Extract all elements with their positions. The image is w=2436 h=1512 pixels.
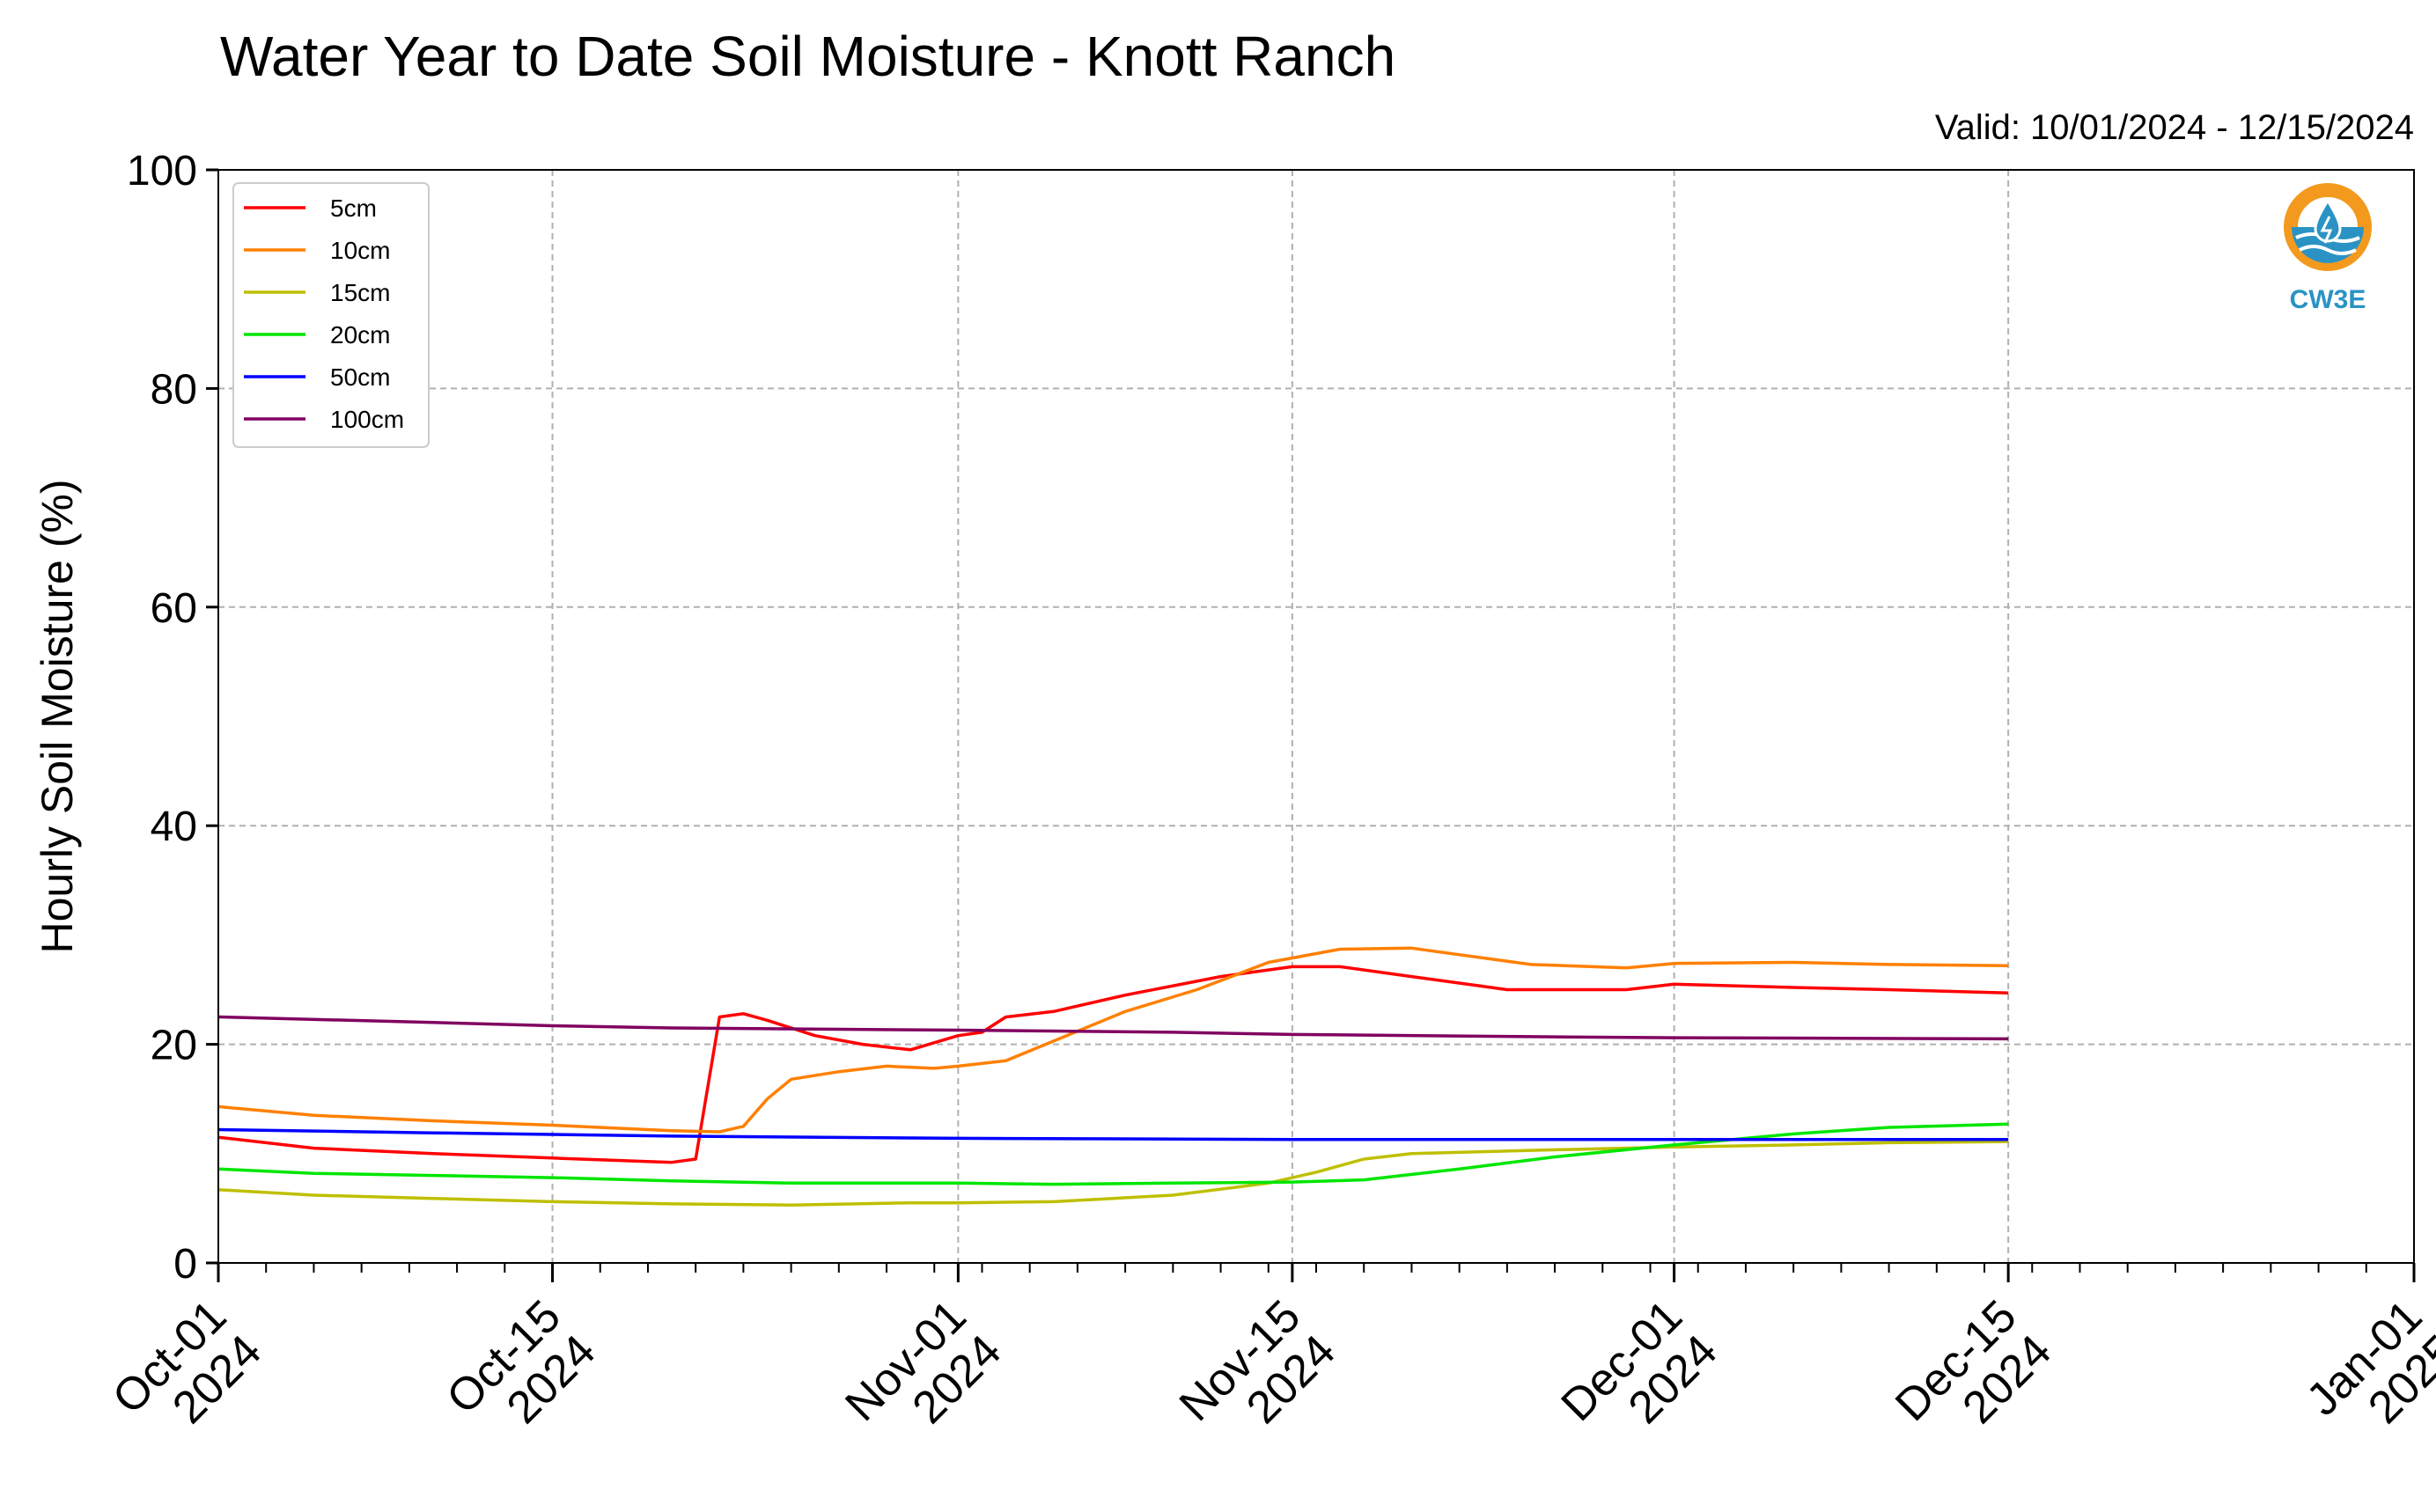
y-axis-label: Hourly Soil Moisture (%)	[33, 479, 82, 953]
series-line-15cm	[217, 1140, 2009, 1207]
y-tick-label: 40	[151, 804, 197, 850]
logo-ring-icon	[2284, 183, 2372, 271]
y-tick-label: 80	[151, 366, 197, 413]
legend-label: 100cm	[330, 406, 404, 433]
legend-label: 5cm	[330, 195, 377, 222]
y-tick-label: 20	[151, 1023, 197, 1069]
legend-label: 10cm	[330, 237, 390, 264]
y-tick-label: 100	[127, 148, 197, 195]
series-line-10cm	[217, 946, 2009, 1134]
valid-range-label: Valid: 10/01/2024 - 12/15/2024	[1935, 108, 2414, 147]
series-line-20cm	[217, 1122, 2009, 1186]
y-tick-label: 60	[151, 585, 197, 632]
legend: 5cm 10cm 15cm 20cm 50cm 100cm	[232, 182, 430, 448]
legend-label: 20cm	[330, 321, 390, 349]
series-line-100cm	[217, 1015, 2009, 1041]
y-tick-label: 0	[173, 1241, 197, 1288]
legend-label: 50cm	[330, 363, 390, 391]
series-lines	[217, 946, 2009, 1207]
legend-label: 15cm	[330, 279, 390, 306]
series-line-5cm	[217, 965, 2009, 1164]
logo-text: CW3E	[2290, 285, 2366, 314]
cw3e-logo: CW3E	[2284, 183, 2372, 314]
chart-title: Water Year to Date Soil Moisture - Knott…	[220, 25, 1395, 88]
series-line-50cm	[217, 1127, 2009, 1141]
